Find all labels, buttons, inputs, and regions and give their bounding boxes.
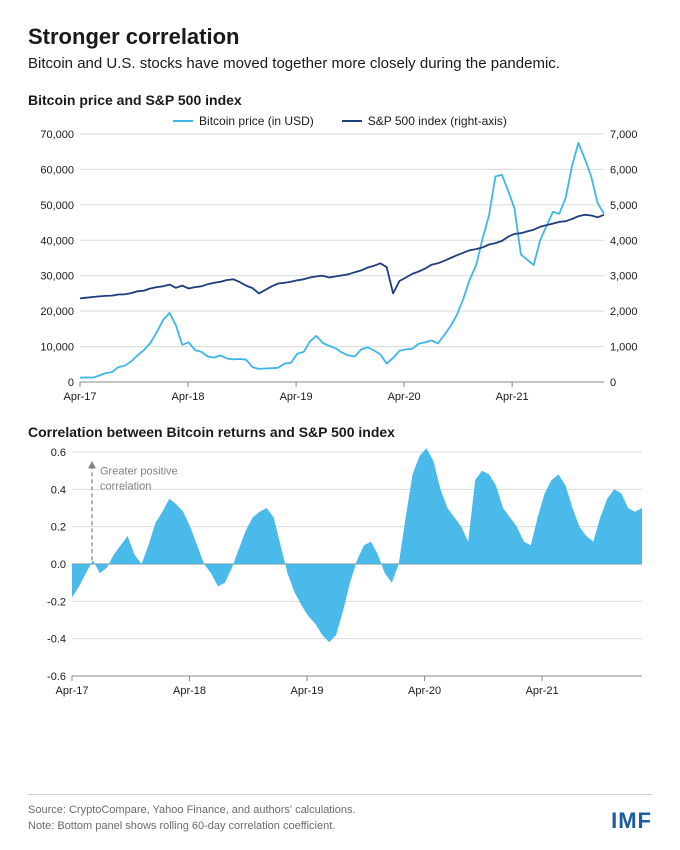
svg-text:Apr-20: Apr-20: [408, 685, 441, 697]
panel1-chart: 0 10,000 20,000 30,000 40,000 50,000 60,000 70,…: [28, 130, 652, 410]
svg-text:Apr-21: Apr-21: [496, 391, 529, 403]
svg-text:-0.4: -0.4: [47, 634, 66, 646]
svg-text:Apr-21: Apr-21: [526, 685, 559, 697]
svg-text:Apr-18: Apr-18: [172, 391, 205, 403]
legend-swatch-sp500: [342, 120, 362, 122]
svg-text:0: 0: [610, 377, 616, 389]
panel1-legend: Bitcoin price (in USD) S&P 500 index (ri…: [28, 114, 652, 128]
legend-label-bitcoin: Bitcoin price (in USD): [199, 114, 314, 128]
panel2-chart: -0.6 -0.4 -0.2 0.0 0.2 0.4 0.6 Apr-17 Apr-18 Apr-…: [28, 446, 652, 704]
svg-text:Apr-17: Apr-17: [55, 685, 88, 697]
legend-item-sp500: S&P 500 index (right-axis): [342, 114, 507, 128]
svg-text:Apr-19: Apr-19: [280, 391, 313, 403]
legend-item-bitcoin: Bitcoin price (in USD): [173, 114, 314, 128]
svg-text:2,000: 2,000: [610, 306, 638, 318]
panel1-title: Bitcoin price and S&P 500 index: [28, 92, 652, 108]
footer: Source: CryptoCompare, Yahoo Finance, an…: [28, 794, 652, 834]
svg-text:Apr-20: Apr-20: [388, 391, 421, 403]
svg-text:0.4: 0.4: [51, 485, 66, 497]
svg-text:50,000: 50,000: [40, 200, 74, 212]
svg-text:10,000: 10,000: [40, 342, 74, 354]
panel2-title: Correlation between Bitcoin returns and …: [28, 424, 652, 440]
svg-text:30,000: 30,000: [40, 271, 74, 283]
svg-text:7,000: 7,000: [610, 130, 638, 141]
svg-text:correlation: correlation: [100, 481, 151, 493]
svg-text:70,000: 70,000: [40, 130, 74, 141]
svg-text:60,000: 60,000: [40, 165, 74, 177]
svg-text:0.2: 0.2: [51, 522, 66, 534]
svg-text:Apr-17: Apr-17: [63, 391, 96, 403]
svg-text:3,000: 3,000: [610, 271, 638, 283]
svg-text:-0.6: -0.6: [47, 671, 66, 683]
svg-text:4,000: 4,000: [610, 236, 638, 248]
svg-text:Apr-18: Apr-18: [173, 685, 206, 697]
svg-text:1,000: 1,000: [610, 342, 638, 354]
main-title: Stronger correlation: [28, 24, 652, 50]
svg-text:6,000: 6,000: [610, 165, 638, 177]
svg-text:40,000: 40,000: [40, 236, 74, 248]
svg-text:-0.2: -0.2: [47, 597, 66, 609]
svg-text:Greater positive: Greater positive: [100, 466, 178, 478]
svg-text:Apr-19: Apr-19: [291, 685, 324, 697]
svg-text:0.6: 0.6: [51, 447, 66, 459]
svg-text:0.0: 0.0: [51, 559, 66, 571]
subtitle: Bitcoin and U.S. stocks have moved toget…: [28, 54, 652, 74]
imf-logo: IMF: [611, 808, 652, 834]
legend-label-sp500: S&P 500 index (right-axis): [368, 114, 507, 128]
svg-text:5,000: 5,000: [610, 200, 638, 212]
note-text: Note: Bottom panel shows rolling 60-day …: [28, 819, 356, 834]
source-text: Source: CryptoCompare, Yahoo Finance, an…: [28, 803, 356, 818]
svg-text:20,000: 20,000: [40, 306, 74, 318]
svg-text:0: 0: [68, 377, 74, 389]
legend-swatch-bitcoin: [173, 120, 193, 122]
